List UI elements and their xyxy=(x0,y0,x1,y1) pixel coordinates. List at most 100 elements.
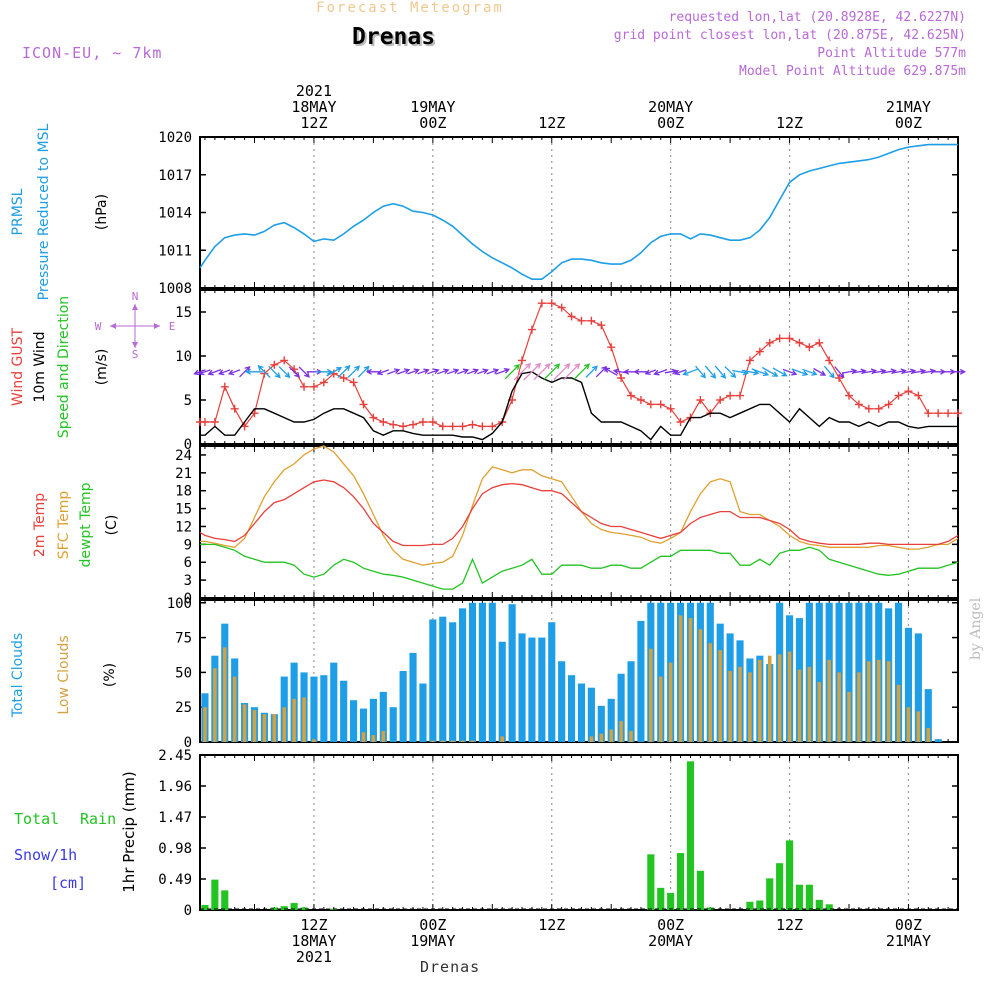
rain-bar xyxy=(706,907,714,910)
gust-marker xyxy=(587,316,596,325)
wind-direction-arrow xyxy=(682,368,698,376)
low-clouds-bar xyxy=(460,740,465,742)
gust-marker xyxy=(220,382,229,391)
total-clouds-bar xyxy=(379,691,387,742)
wind-direction-arrow xyxy=(257,365,271,379)
rain-bar xyxy=(825,904,833,910)
rain-bar xyxy=(221,890,229,910)
y-tick-label: 50 xyxy=(175,665,192,681)
top-time-label: 00Z xyxy=(419,114,446,132)
total-clouds-bar xyxy=(815,602,823,742)
rain-bar xyxy=(776,863,784,910)
rain-bar xyxy=(290,903,298,910)
temp2m-label-group: 2m Temp xyxy=(32,493,48,557)
gust-marker xyxy=(567,312,576,321)
wind-direction-arrow xyxy=(278,366,291,379)
gust-marker xyxy=(785,334,794,343)
top-time-label: 18MAY xyxy=(291,98,336,116)
wind-direction-arrow xyxy=(741,369,760,376)
wind-direction-arrow xyxy=(326,367,343,377)
gust-marker xyxy=(765,338,774,347)
y-tick-label: 10 xyxy=(175,349,192,365)
low-clouds-bar xyxy=(431,740,435,742)
low-clouds-bar xyxy=(371,735,376,742)
low-clouds-bar xyxy=(619,721,623,742)
y-tick-label: 1017 xyxy=(158,168,192,184)
model-point-altitude: Model Point Altitude 629.875m xyxy=(739,64,966,79)
gust-marker xyxy=(954,409,962,418)
grid-point-coords: grid point closest lon,lat (20.875E, 42.… xyxy=(613,28,966,43)
wind-direction-arrow xyxy=(207,368,222,376)
gust-marker xyxy=(597,321,606,330)
wind-direction-arrow xyxy=(457,368,470,375)
wind-direction-arrow xyxy=(791,368,809,377)
rain-bar xyxy=(746,901,754,910)
gust-marker xyxy=(537,299,546,308)
gust-marker xyxy=(716,396,725,404)
wind-dir-label: Speed and Direction xyxy=(56,296,72,438)
total-clouds-bar xyxy=(310,676,318,742)
y-tick-label: 0 xyxy=(184,591,192,607)
wind-direction-arrow xyxy=(268,365,281,379)
low-clouds-bar xyxy=(797,669,802,742)
total-clouds-bar xyxy=(904,627,913,742)
wind-direction-arrow xyxy=(495,368,511,375)
y-tick-label: 1.96 xyxy=(158,779,192,795)
bottom-time-label: 12Z xyxy=(776,916,803,934)
temp2m-line xyxy=(199,479,959,547)
wind-direction-arrow xyxy=(218,369,231,376)
low-clouds-bar xyxy=(807,666,812,742)
low-clouds-bar xyxy=(857,672,861,742)
wind-direction-arrow xyxy=(802,368,818,376)
total-clouds-bar xyxy=(320,675,328,742)
rain-bar xyxy=(815,899,823,910)
gust-marker xyxy=(656,400,665,409)
total-clouds-bar xyxy=(508,604,516,742)
y-tick-label: 1.47 xyxy=(158,810,192,826)
wind-unit: (m/s) xyxy=(94,349,110,386)
rain-bar xyxy=(756,900,764,910)
rain-bar xyxy=(696,870,704,910)
total-clouds-bar xyxy=(468,602,477,742)
wind-direction-arrow xyxy=(633,368,648,375)
total-clouds-bar xyxy=(399,671,407,742)
sfc-label: SFC Temp xyxy=(56,491,72,560)
gust-marker xyxy=(300,382,309,391)
rain-bar xyxy=(211,879,219,910)
wind-direction-arrow xyxy=(365,368,380,375)
y-tick-label: 24 xyxy=(175,448,192,464)
low-clouds-bar xyxy=(787,651,792,742)
bottom-time-label: 21MAY xyxy=(886,932,931,950)
panel-frame-wind xyxy=(199,289,959,445)
wind-direction-arrow xyxy=(724,366,737,379)
wind-direction-arrow xyxy=(446,368,460,375)
low-clouds-bar xyxy=(867,661,871,742)
y-tick-label: 9 xyxy=(184,537,192,553)
wind-direction-arrow xyxy=(198,369,211,376)
y-tick-label: 1011 xyxy=(158,243,192,259)
low-clouds-bar xyxy=(232,676,237,742)
y-tick-label: 0 xyxy=(184,903,192,919)
pressure-label: PRMSL xyxy=(10,188,26,235)
rain-bar xyxy=(201,904,209,910)
total-clouds-bar xyxy=(429,619,437,742)
gust-marker xyxy=(736,391,745,400)
bottom-time-label: 18MAY xyxy=(291,932,336,950)
rain-bar xyxy=(795,884,804,910)
y-tick-label: 25 xyxy=(175,700,192,716)
y-tick-label: 6 xyxy=(184,555,192,571)
low-clouds-bar xyxy=(708,643,713,742)
gust-marker xyxy=(468,420,477,429)
wind-direction-arrow xyxy=(834,366,845,379)
wind-direction-arrow xyxy=(664,368,678,375)
wind-direction-arrow xyxy=(813,367,827,376)
gust-marker xyxy=(755,347,764,356)
y-tick-label: 1020 xyxy=(158,130,192,146)
wind-direction-arrow xyxy=(782,368,798,376)
low-clouds-bar xyxy=(282,707,287,742)
gust-marker xyxy=(557,303,566,312)
wind-direction-arrow xyxy=(357,365,370,378)
gust-marker xyxy=(428,418,437,426)
low-clouds-bar xyxy=(728,671,732,742)
y-tick-label: 0 xyxy=(184,437,192,453)
